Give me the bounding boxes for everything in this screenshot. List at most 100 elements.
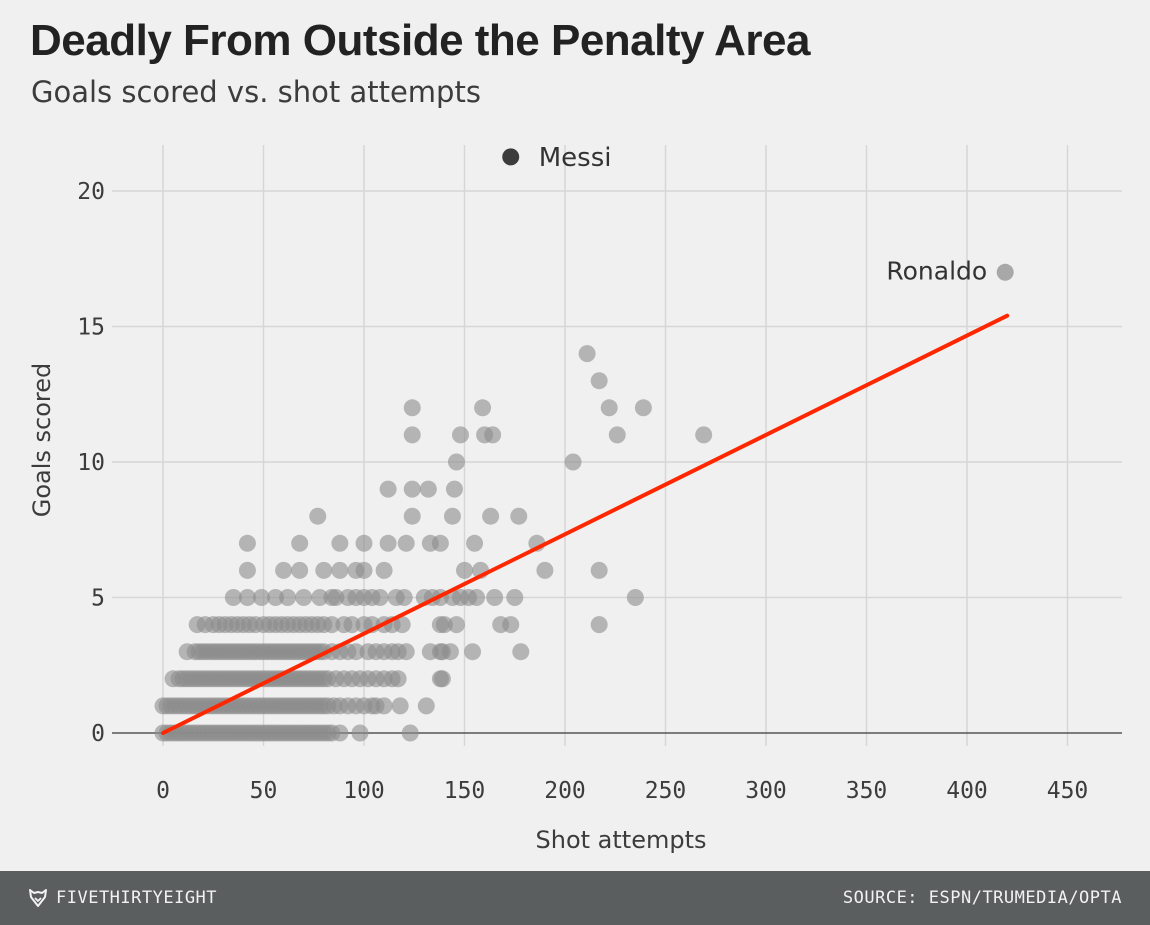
x-tick-label: 350 — [846, 778, 888, 804]
y-tick-label: 15 — [77, 315, 105, 341]
data-point — [608, 426, 626, 444]
data-point — [443, 507, 461, 525]
data-point — [343, 616, 361, 634]
data-point — [464, 643, 482, 661]
data-point — [389, 670, 407, 688]
data-point — [238, 589, 256, 606]
data-point — [431, 534, 449, 552]
data-point — [323, 616, 341, 634]
data-point — [695, 426, 713, 444]
data-point — [379, 534, 397, 552]
tick-labels: 0 50 100 150 200 250 300 350 400 450 0 5 10 15 20 — [77, 179, 1088, 804]
x-tick-label: 400 — [946, 778, 988, 804]
grid-lines — [112, 145, 1122, 746]
data-point — [238, 561, 256, 579]
data-point — [375, 561, 393, 579]
data-point — [279, 589, 297, 606]
data-point — [403, 507, 421, 525]
data-point — [403, 399, 421, 417]
data-point — [578, 345, 596, 363]
data-point — [486, 589, 504, 606]
annotations: Messi Ronaldo — [502, 143, 1014, 285]
data-point — [295, 589, 313, 606]
data-point — [238, 534, 256, 552]
data-point — [267, 589, 285, 606]
data-point — [252, 589, 270, 606]
data-point — [401, 724, 419, 742]
data-point — [419, 480, 437, 498]
data-point — [466, 534, 484, 552]
data-point — [355, 534, 373, 552]
x-tick-label: 0 — [156, 778, 170, 804]
x-tick-label: 50 — [250, 778, 278, 804]
data-point — [512, 643, 530, 661]
data-point — [510, 507, 528, 525]
messi-label: Messi — [539, 143, 612, 173]
source-note: SOURCE: ESPN/TRUMEDIA/OPTA — [842, 888, 1122, 908]
data-point — [600, 399, 618, 417]
data-point — [275, 561, 293, 579]
data-point — [536, 561, 554, 579]
x-tick-label: 200 — [544, 778, 586, 804]
data-point — [626, 589, 644, 606]
y-tick-label: 5 — [91, 586, 105, 612]
data-point — [379, 480, 397, 498]
data-point — [634, 399, 652, 417]
brand-name: FIVETHIRTYEIGHT — [56, 888, 218, 908]
data-point — [590, 561, 608, 579]
data-point — [403, 480, 421, 498]
footer-bar: FIVETHIRTYEIGHT SOURCE: ESPN/TRUMEDIA/OP… — [0, 871, 1150, 925]
data-point — [474, 399, 492, 417]
data-point — [347, 643, 365, 661]
data-point — [311, 589, 329, 606]
ronaldo-point — [996, 263, 1014, 281]
data-point — [447, 616, 465, 634]
data-point — [331, 561, 349, 579]
data-point — [506, 589, 524, 606]
data-point — [395, 589, 413, 606]
data-point — [482, 507, 500, 525]
data-point — [397, 643, 415, 661]
data-point — [391, 697, 409, 715]
chart-subtitle: Goals scored vs. shot attempts — [31, 75, 481, 109]
y-axis-label: Goals scored — [28, 363, 56, 518]
data-point — [291, 561, 309, 579]
x-axis-label: Shot attempts — [536, 826, 707, 854]
data-point — [309, 507, 327, 525]
fivethirtyeight-fox-icon — [29, 889, 47, 907]
trend-line — [161, 313, 1010, 735]
data-point — [451, 426, 469, 444]
data-point — [351, 724, 369, 742]
data-point — [403, 426, 421, 444]
data-point — [331, 534, 349, 552]
data-point — [590, 372, 608, 390]
chart-title: Deadly From Outside the Penalty Area — [30, 16, 810, 65]
data-point — [447, 453, 465, 471]
data-point — [484, 426, 502, 444]
x-tick-label: 450 — [1047, 778, 1089, 804]
x-tick-label: 150 — [444, 778, 486, 804]
trend-line-group — [161, 313, 1010, 735]
data-point — [327, 589, 345, 606]
x-tick-label: 300 — [745, 778, 787, 804]
data-point — [433, 670, 451, 688]
x-tick-label: 250 — [645, 778, 687, 804]
ronaldo-label: Ronaldo — [886, 256, 987, 285]
data-point — [371, 589, 389, 606]
data-points — [154, 345, 713, 742]
data-point — [564, 453, 582, 471]
data-point — [224, 589, 242, 606]
data-point — [417, 697, 435, 715]
data-point — [435, 616, 453, 634]
messi-point — [502, 148, 520, 166]
x-tick-label: 100 — [343, 778, 385, 804]
y-tick-label: 20 — [77, 179, 105, 205]
data-point — [355, 561, 373, 579]
y-tick-label: 0 — [91, 721, 105, 747]
brand: FIVETHIRTYEIGHT — [28, 886, 217, 910]
data-point — [468, 589, 486, 606]
data-point — [590, 616, 608, 634]
data-point — [331, 724, 349, 742]
